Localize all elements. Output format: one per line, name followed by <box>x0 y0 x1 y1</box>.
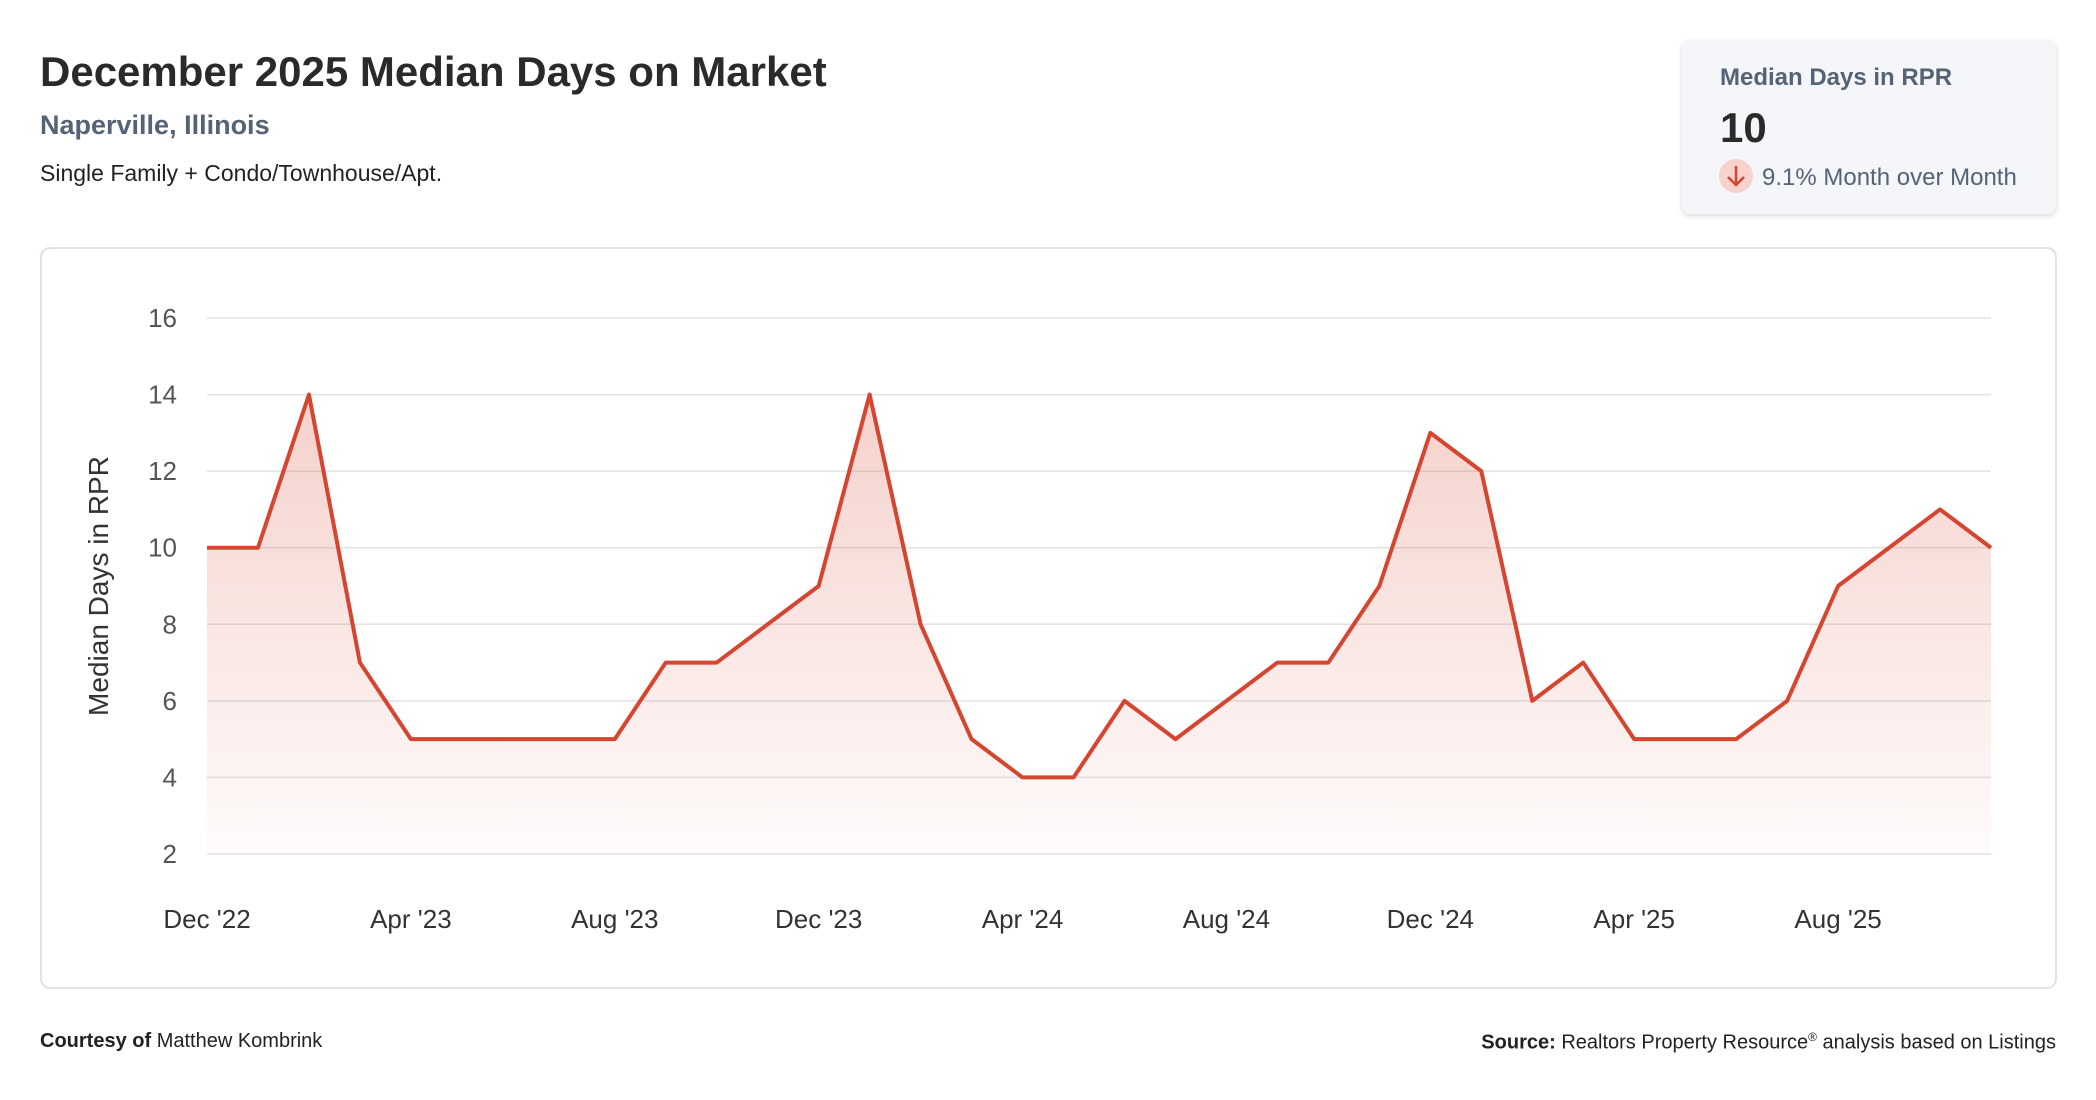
y-tick-label: 6 <box>163 686 177 716</box>
y-tick-label: 16 <box>148 303 177 333</box>
x-tick-label: Aug '25 <box>1794 904 1881 934</box>
x-tick-label: Dec '24 <box>1387 904 1474 934</box>
x-tick-label: Apr '24 <box>982 904 1064 934</box>
source-rest: analysis based on Listings <box>1822 1031 2056 1054</box>
source-mark: ® <box>1808 1030 1817 1044</box>
x-tick-label: Apr '23 <box>370 904 452 934</box>
x-tick-label: Aug '24 <box>1183 904 1270 934</box>
source-label: Source: <box>1481 1031 1556 1054</box>
source: Source: Realtors Property Resource® anal… <box>1481 1030 2056 1055</box>
kpi-change: 9.1% Month over Month <box>1762 164 2017 191</box>
y-axis-label: Median Days in RPR <box>83 456 114 716</box>
x-tick-label: Dec '23 <box>775 904 862 934</box>
chart-card <box>40 247 2057 989</box>
y-tick-label: 4 <box>163 762 177 792</box>
x-tick-label: Apr '25 <box>1593 904 1675 934</box>
chart: Median Days in RPR 2 4 6 8 10 12 14 16 Dec '22 Ap… <box>83 303 1993 934</box>
y-tick-label: 8 <box>163 609 177 639</box>
kpi-label: Median Days in RPR <box>1720 64 1953 91</box>
area <box>207 394 1991 854</box>
down-icon <box>1719 159 1753 193</box>
courtesy: Courtesy of Matthew Kombrink <box>40 1030 322 1053</box>
source-text: Realtors Property Resource <box>1561 1031 1809 1054</box>
location: Naperville, Illinois <box>40 110 270 140</box>
x-tick-label: Dec '22 <box>163 904 250 934</box>
title: December 2025 Median Days on Market <box>40 48 827 95</box>
kpi-value: 10 <box>1720 104 1767 151</box>
courtesy-name: Matthew Kombrink <box>156 1030 323 1052</box>
courtesy-label: Courtesy of <box>40 1030 152 1052</box>
line <box>207 392 1993 780</box>
y-tick-label: 12 <box>148 456 177 486</box>
x-tick-label: Aug '23 <box>571 904 658 934</box>
kpi-card: Median Days in RPR 10 9.1% Month over Mo… <box>1682 40 2056 214</box>
y-tick-label: 2 <box>163 839 177 869</box>
y-tick-label: 10 <box>148 533 177 563</box>
y-tick-label: 14 <box>148 380 177 410</box>
segment: Single Family + Condo/Townhouse/Apt. <box>40 160 443 186</box>
